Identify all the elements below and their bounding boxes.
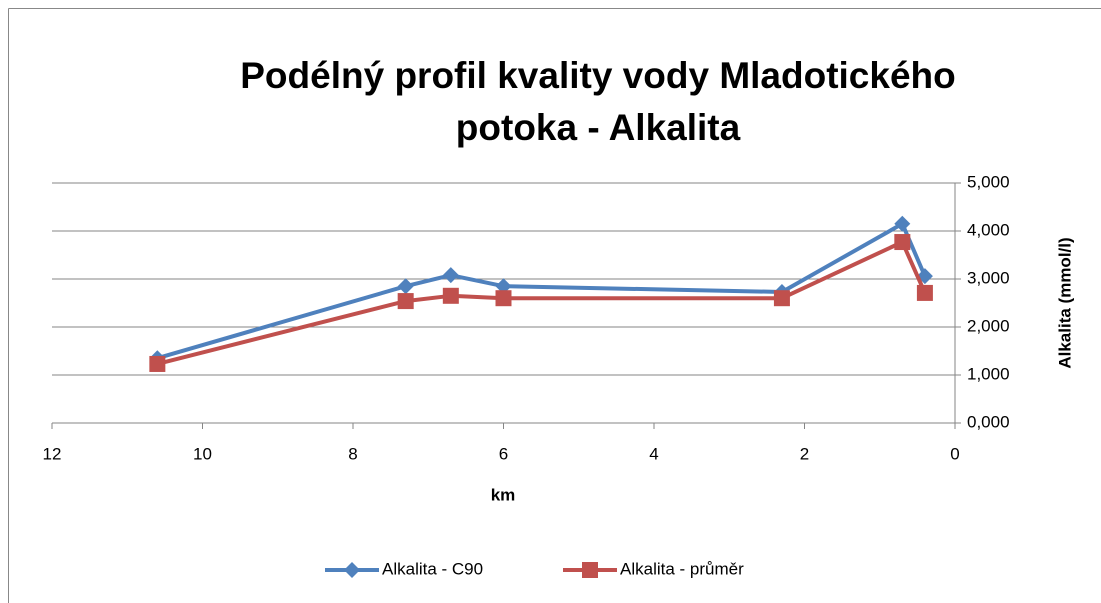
y-axis-title: Alkalita (mmol/l): [1055, 237, 1074, 368]
x-tick-label: 10: [193, 444, 212, 463]
chart-title: Podélný profil kvality vody Mladotického: [240, 55, 955, 96]
data-point: [442, 287, 459, 304]
data-point: [894, 215, 911, 232]
x-tick-label: 0: [950, 444, 959, 463]
y-tick-label: 2,000: [967, 316, 1010, 335]
data-point: [397, 293, 414, 310]
x-axis-title: km: [491, 485, 516, 504]
y-tick-label: 0,000: [967, 412, 1010, 431]
y-tick-label: 3,000: [967, 268, 1010, 287]
x-tick-label: 8: [348, 444, 357, 463]
x-tick-label: 4: [649, 444, 658, 463]
data-point: [916, 284, 933, 301]
y-tick-label: 4,000: [967, 220, 1010, 239]
data-point: [773, 290, 790, 307]
legend-marker: [344, 562, 360, 578]
data-point: [894, 234, 911, 251]
y-tick-label: 5,000: [967, 172, 1010, 191]
data-point: [442, 267, 459, 284]
y-tick-label: 1,000: [967, 364, 1010, 383]
data-point: [397, 278, 414, 295]
x-tick-label: 12: [43, 444, 62, 463]
x-tick-label: 2: [800, 444, 809, 463]
data-point: [495, 290, 512, 307]
series-line: [156, 221, 927, 361]
x-tick-label: 6: [499, 444, 508, 463]
legend-label: Alkalita - průměr: [620, 559, 744, 578]
data-point: [149, 355, 166, 372]
legend-label: Alkalita - C90: [382, 559, 483, 578]
chart-title: potoka - Alkalita: [456, 107, 741, 148]
series-line: [156, 240, 927, 366]
legend-marker: [582, 562, 598, 578]
